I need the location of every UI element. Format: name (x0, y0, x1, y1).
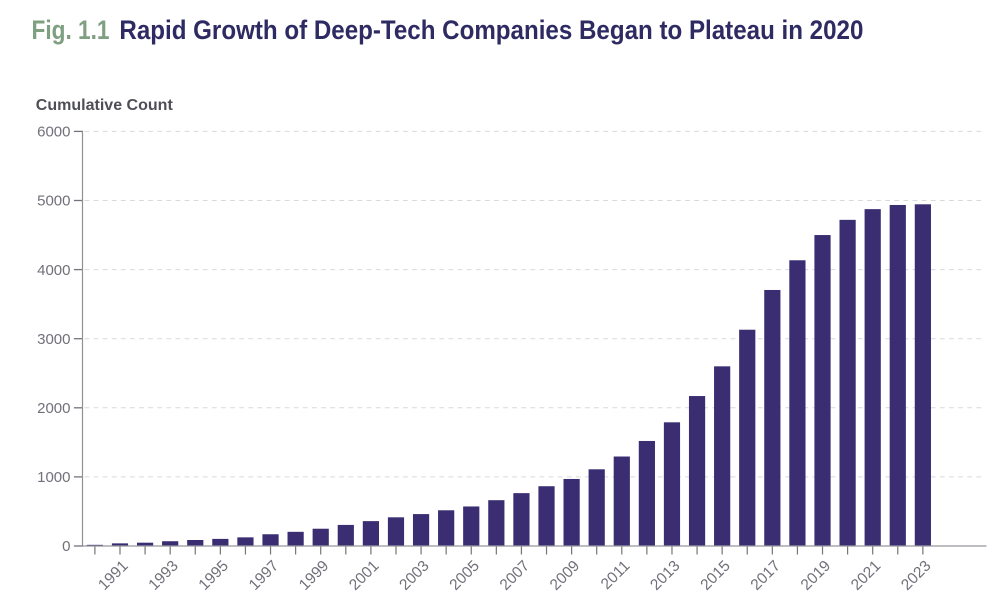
svg-text:2000: 2000 (37, 400, 70, 417)
svg-text:Cumulative Count: Cumulative Count (36, 97, 174, 114)
svg-text:5000: 5000 (37, 193, 70, 210)
svg-text:3000: 3000 (37, 331, 70, 348)
svg-text:1000: 1000 (37, 469, 70, 486)
svg-text:Rapid Growth of Deep-Tech Comp: Rapid Growth of Deep-Tech Companies Bega… (119, 15, 863, 45)
svg-text:0: 0 (62, 538, 70, 555)
svg-text:4000: 4000 (37, 262, 70, 279)
svg-text:Fig. 1.1: Fig. 1.1 (32, 15, 110, 45)
svg-text:6000: 6000 (37, 124, 70, 141)
